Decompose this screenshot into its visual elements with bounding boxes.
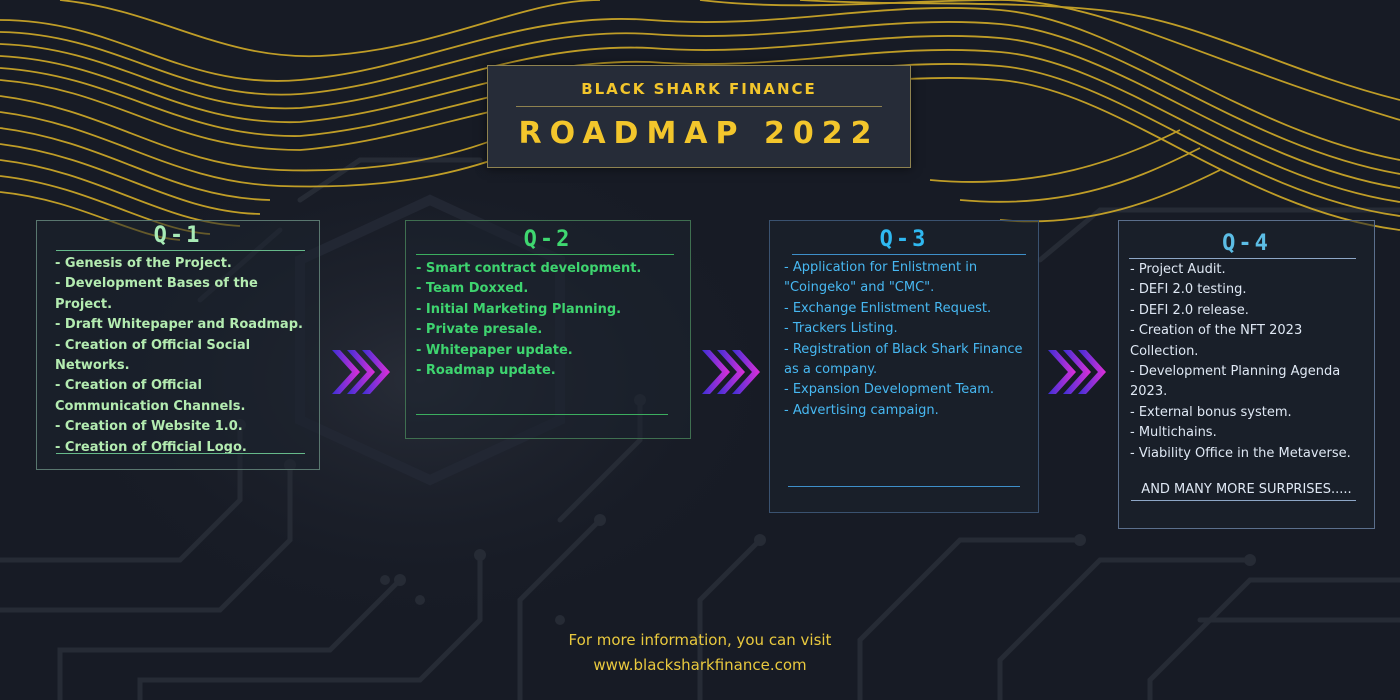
quarter-card-q4: Q-4 - Project Audit. - DEFI 2.0 testing.…: [1118, 220, 1375, 529]
bottom-divider: [1131, 500, 1356, 501]
heading-divider: [792, 254, 1026, 255]
milestone-item: - Smart contract development.: [416, 261, 642, 276]
milestone-item: - Registration of Black Shark Finance as…: [784, 341, 1023, 378]
milestone-item: - Team Doxxed.: [416, 281, 529, 297]
milestone-item: - Creation of Official Communication Cha…: [55, 378, 246, 414]
quarter-heading: Q-1: [153, 223, 203, 248]
milestone-item: - Initial Marketing Planning.: [416, 301, 622, 317]
triple-chevron-right-icon: [1048, 350, 1106, 394]
quarter-card-q1: Q-1 - Genesis of the Project. - Developm…: [36, 220, 320, 470]
title-divider: [516, 106, 882, 107]
milestone-item: - Creation of the NFT 2023 Collection.: [1130, 323, 1303, 359]
quarter-heading: Q-2: [523, 227, 573, 252]
milestone-list: - Application for Enlistment in "Coingek…: [784, 258, 1034, 421]
heading-divider: [56, 250, 305, 251]
milestone-item: - Expansion Development Team.: [784, 382, 995, 398]
heading-divider: [416, 254, 674, 255]
milestone-item: - Creation of Official Logo.: [55, 439, 247, 455]
milestone-list: - Project Audit. - DEFI 2.0 testing. - D…: [1130, 260, 1370, 464]
footer-website-link[interactable]: www.blacksharkfinance.com: [593, 656, 807, 674]
milestone-item: - Project Audit.: [1130, 262, 1226, 277]
milestone-item: - Roadmap update.: [416, 363, 556, 379]
milestone-item: - Advertising campaign.: [784, 402, 939, 418]
quarter-card-q2: Q-2 - Smart contract development. - Team…: [405, 220, 691, 439]
quarter-heading: Q-3: [879, 227, 929, 252]
bottom-divider: [416, 414, 668, 415]
milestone-item: - Genesis of the Project.: [55, 256, 232, 271]
milestone-item: - Multichains.: [1130, 425, 1217, 441]
milestone-item: - External bonus system.: [1130, 404, 1292, 420]
heading-divider: [1129, 258, 1356, 259]
bottom-divider: [788, 486, 1020, 487]
footer-info-text: For more information, you can visit: [568, 631, 832, 649]
title-banner: BLACK SHARK FINANCE ROADMAP 2022: [487, 65, 911, 168]
milestone-item: - Whitepaper update.: [416, 342, 573, 358]
page-title: ROADMAP 2022: [518, 116, 880, 151]
triple-chevron-right-icon: [332, 350, 390, 394]
triple-chevron-right-icon: [702, 350, 760, 394]
bottom-divider: [56, 453, 305, 454]
milestone-item: - Development Bases of the Project.: [55, 276, 258, 312]
milestone-item: - Application for Enlistment in "Coingek…: [784, 260, 978, 296]
milestone-item: - Viability Office in the Metaverse.: [1130, 445, 1351, 461]
milestone-item: - Exchange Enlistment Request.: [784, 300, 992, 316]
milestone-item: - DEFI 2.0 release.: [1130, 302, 1249, 318]
milestone-item: - Development Planning Agenda 2023.: [1130, 364, 1341, 400]
milestone-list: - Genesis of the Project. - Development …: [55, 254, 311, 458]
quarter-card-q3: Q-3 - Application for Enlistment in "Coi…: [769, 220, 1039, 513]
brand-name: BLACK SHARK FINANCE: [581, 80, 817, 98]
milestone-list: - Smart contract development. - Team Dox…: [416, 259, 684, 381]
milestone-item: - Private presale.: [416, 322, 543, 338]
more-surprises-note: AND MANY MORE SURPRISES.....: [1141, 482, 1352, 497]
quarter-heading: Q-4: [1222, 231, 1271, 256]
milestone-item: - Creation of Website 1.0.: [55, 419, 243, 435]
milestone-item: - DEFI 2.0 testing.: [1130, 282, 1247, 298]
milestone-item: - Creation of Official Social Networks.: [55, 337, 251, 374]
milestone-item: - Trackers Listing.: [784, 321, 898, 337]
milestone-item: - Draft Whitepaper and Roadmap.: [55, 317, 303, 333]
